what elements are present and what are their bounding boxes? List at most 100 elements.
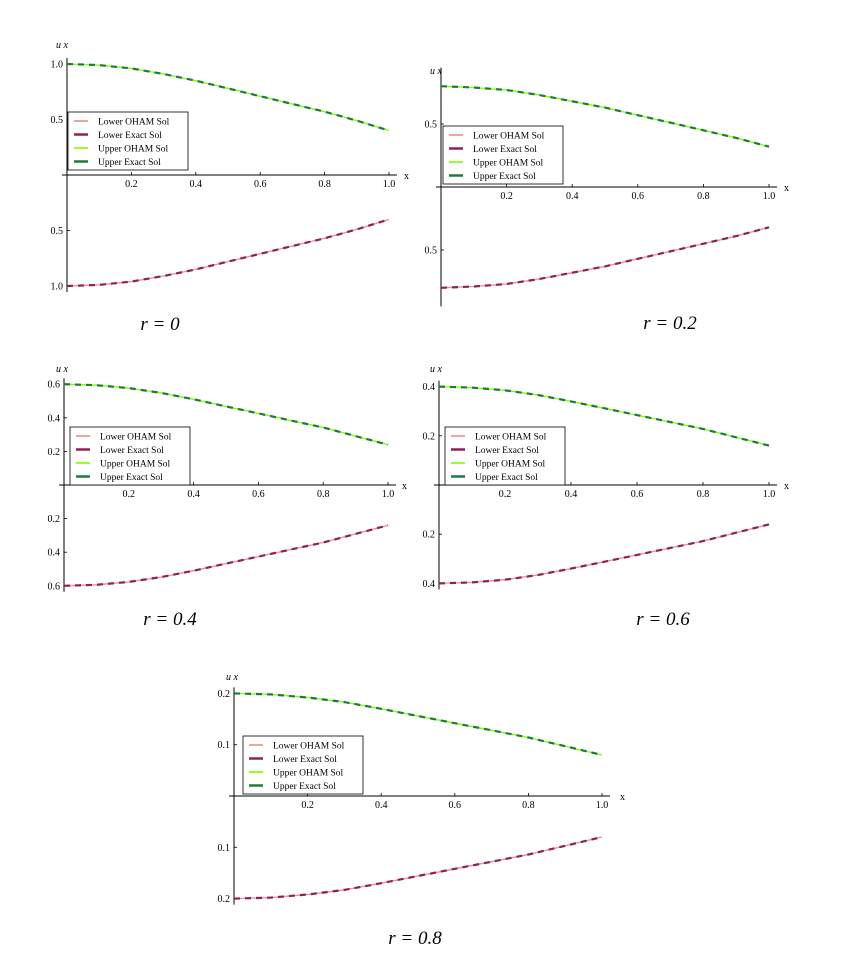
- x-tick-label: 0.4: [187, 489, 200, 500]
- x-tick-label: 0.6: [632, 191, 645, 202]
- y-tick-label-upper: 0.4: [48, 413, 61, 424]
- y-tick-label-upper: 0.2: [423, 431, 436, 442]
- series-line-lower-exact-sol: [438, 523, 770, 585]
- y-axis-label: u x: [56, 364, 69, 375]
- x-tick-label: 0.2: [499, 489, 512, 500]
- legend-entry: Upper OHAM Sol: [100, 460, 171, 470]
- x-tick-label: 1.0: [383, 179, 396, 190]
- x-tick-label: 0.6: [449, 800, 462, 811]
- x-tick-label: 0.8: [697, 191, 710, 202]
- y-tick-label-lower: 0.4: [423, 579, 436, 590]
- x-tick-label: 0.2: [125, 179, 138, 190]
- legend-entry: Lower Exact Sol: [475, 446, 539, 456]
- legend: Lower OHAM Sol Lower Exact Sol Upper OHAM …: [69, 426, 191, 486]
- y-tick-label-upper: 0.2: [218, 689, 231, 700]
- legend-entry: Lower OHAM Sol: [100, 433, 172, 443]
- series-line-lower-oham-sol: [63, 524, 389, 587]
- panel-caption: r = 0.8: [388, 928, 442, 949]
- legend-entry: Lower Exact Sol: [473, 145, 537, 155]
- legend-entry: Upper OHAM Sol: [273, 769, 344, 779]
- x-tick-label: 0.2: [500, 191, 513, 202]
- y-axis-label: u x: [430, 364, 443, 375]
- panel-caption: r = 0.2: [643, 313, 697, 334]
- y-tick-label-upper: 0.6: [48, 380, 61, 391]
- y-tick-label-lower: 0.5: [51, 226, 64, 237]
- legend-entry: Lower Exact Sol: [98, 131, 162, 141]
- x-tick-label: 0.2: [123, 489, 136, 500]
- x-tick-label: 0.8: [522, 800, 535, 811]
- x-tick-label: 0.6: [254, 179, 267, 190]
- chart-panel-4: u x x 0.2 0.4 0.6 0.8 1.0 0.1 0.2 0.1 0.2 Lower OHA…: [218, 672, 626, 949]
- x-axis-label: x: [784, 481, 789, 492]
- x-axis-label: x: [404, 171, 409, 182]
- legend-entry: Lower Exact Sol: [100, 446, 164, 456]
- legend-entry: Upper OHAM Sol: [475, 460, 546, 470]
- series-line-lower-exact-sol: [63, 524, 389, 587]
- y-tick-label-upper: 0.4: [423, 382, 436, 393]
- x-tick-label: 0.6: [631, 489, 644, 500]
- y-tick-label-lower: 0.2: [218, 894, 231, 905]
- x-tick-label: 1.0: [763, 489, 776, 500]
- x-tick-label: 0.6: [252, 489, 265, 500]
- legend-entry: Upper Exact Sol: [98, 158, 161, 168]
- legend-entry: Upper Exact Sol: [273, 782, 336, 792]
- x-tick-label: 0.4: [565, 489, 578, 500]
- legend: Lower OHAM Sol Lower Exact Sol Upper OHAM …: [67, 111, 189, 171]
- x-tick-label: 0.4: [375, 800, 388, 811]
- legend-entry: Upper OHAM Sol: [473, 159, 544, 169]
- series-line-lower-exact-sol: [440, 226, 770, 289]
- panel-caption: r = 0: [140, 314, 180, 335]
- series-line-lower-exact-sol: [233, 835, 603, 900]
- series-line-lower-oham-sol: [233, 836, 603, 900]
- x-tick-label: 1.0: [382, 489, 395, 500]
- legend-entry: Lower OHAM Sol: [473, 132, 545, 142]
- x-tick-label: 0.8: [697, 489, 710, 500]
- x-tick-label: 1.0: [763, 191, 776, 202]
- legend-entry: Lower OHAM Sol: [273, 742, 345, 752]
- y-tick-label-lower: 1.0: [51, 282, 64, 293]
- panel-caption: r = 0.6: [636, 609, 690, 630]
- chart-panel-2: u x x 0.2 0.4 0.6 0.8 1.0 0.2 0.4 0.6 0.2 0.4 0.6 Low…: [48, 364, 408, 630]
- y-tick-label-lower: 0.4: [48, 548, 61, 559]
- y-axis-label: u x: [430, 66, 443, 77]
- y-tick-label-lower: 0.1: [218, 843, 231, 854]
- series-line-upper-oham-sol: [63, 383, 389, 446]
- legend-entry: Upper Exact Sol: [473, 172, 536, 182]
- y-tick-label-upper: 0.1: [218, 740, 231, 751]
- x-tick-label: 0.4: [566, 191, 579, 202]
- legend-entry: Lower OHAM Sol: [98, 118, 170, 128]
- legend-entry: Upper Exact Sol: [475, 473, 538, 483]
- y-tick-label-lower: 0.2: [48, 514, 61, 525]
- x-tick-label: 0.8: [317, 489, 330, 500]
- x-tick-label: 0.2: [301, 800, 314, 811]
- y-tick-label-upper: 0.5: [51, 115, 64, 126]
- series-line-lower-oham-sol: [440, 226, 770, 289]
- x-axis-label: x: [620, 792, 625, 803]
- series-line-upper-oham-sol: [66, 63, 390, 132]
- y-tick-label-lower: 0.2: [423, 530, 436, 541]
- legend: Lower OHAM Sol Lower Exact Sol Upper OHAM …: [444, 426, 566, 486]
- y-tick-label-lower: 0.5: [425, 246, 438, 257]
- legend-entry: Lower OHAM Sol: [475, 433, 547, 443]
- legend-entry: Lower Exact Sol: [273, 755, 337, 765]
- chart-panel-3: u x x 0.2 0.4 0.6 0.8 1.0 0.2 0.4 0.2 0.4 Lower OHA…: [423, 364, 790, 630]
- legend-entry: Upper Exact Sol: [100, 473, 163, 483]
- y-tick-label-upper: 0.5: [425, 120, 438, 131]
- series-line-lower-oham-sol: [438, 523, 770, 585]
- series-line-upper-exact-sol: [233, 692, 603, 757]
- x-tick-label: 0.4: [190, 179, 203, 190]
- series-line-upper-exact-sol: [438, 385, 770, 447]
- series-line-lower-exact-sol: [66, 218, 390, 288]
- y-tick-label-lower: 0.6: [48, 581, 61, 592]
- legend-entry: Upper OHAM Sol: [98, 145, 169, 155]
- chart-panel-0: u x x 0.2 0.4 0.6 0.8 1.0 0.5 1.0 0.5 1.0 Lower OHA…: [51, 40, 410, 335]
- legend: Lower OHAM Sol Lower Exact Sol Upper OHAM …: [442, 125, 564, 185]
- panel-caption: r = 0.4: [143, 609, 197, 630]
- x-tick-label: 1.0: [596, 800, 609, 811]
- y-axis-label: u x: [56, 40, 69, 51]
- legend: Lower OHAM Sol Lower Exact Sol Upper OHAM …: [242, 735, 364, 795]
- x-axis-label: x: [784, 183, 789, 194]
- x-axis-label: x: [402, 481, 407, 492]
